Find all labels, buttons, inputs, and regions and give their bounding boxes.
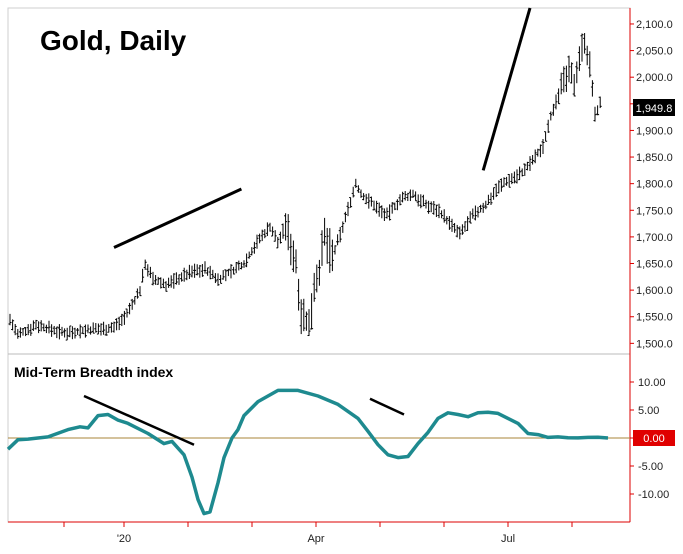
price-tick-label: 2,100.0	[636, 19, 673, 31]
price-tick-label: 1,650.0	[636, 259, 673, 271]
breadth-trendline	[83, 394, 195, 446]
price-trendline	[481, 7, 532, 171]
price-tick-label: 1,750.0	[636, 205, 673, 217]
last-price-badge	[633, 99, 675, 116]
price-tick-label: 1,700.0	[636, 232, 673, 244]
price-chart-title: Gold, Daily	[40, 25, 187, 56]
price-tick-label: 1,850.0	[636, 152, 673, 164]
price-tick-label: 2,000.0	[636, 72, 673, 84]
x-tick-label: '20	[117, 533, 131, 545]
last-price-label: 1,949.8	[636, 103, 673, 115]
price-tick-label: 1,900.0	[636, 125, 673, 137]
x-tick-label: Jul	[501, 533, 515, 545]
price-trendline	[113, 187, 243, 249]
breadth-tick-label: 5.00	[638, 405, 659, 417]
last-breadth-badge	[633, 430, 675, 446]
last-breadth-label: 0.00	[643, 433, 664, 445]
breadth-panel-title: Mid-Term Breadth index	[14, 364, 173, 380]
breadth-tick-label: -10.00	[638, 489, 669, 501]
x-tick-label: Apr	[307, 533, 324, 545]
breadth-tick-label: -5.00	[638, 461, 663, 473]
price-tick-label: 1,800.0	[636, 179, 673, 191]
price-tick-label: 2,050.0	[636, 46, 673, 58]
price-tick-label: 1,500.0	[636, 338, 673, 350]
price-tick-label: 1,550.0	[636, 312, 673, 324]
breadth-index-line	[6, 388, 609, 516]
breadth-trendline	[369, 397, 405, 416]
breadth-tick-label: 10.00	[638, 377, 666, 389]
price-tick-label: 1,600.0	[636, 285, 673, 297]
